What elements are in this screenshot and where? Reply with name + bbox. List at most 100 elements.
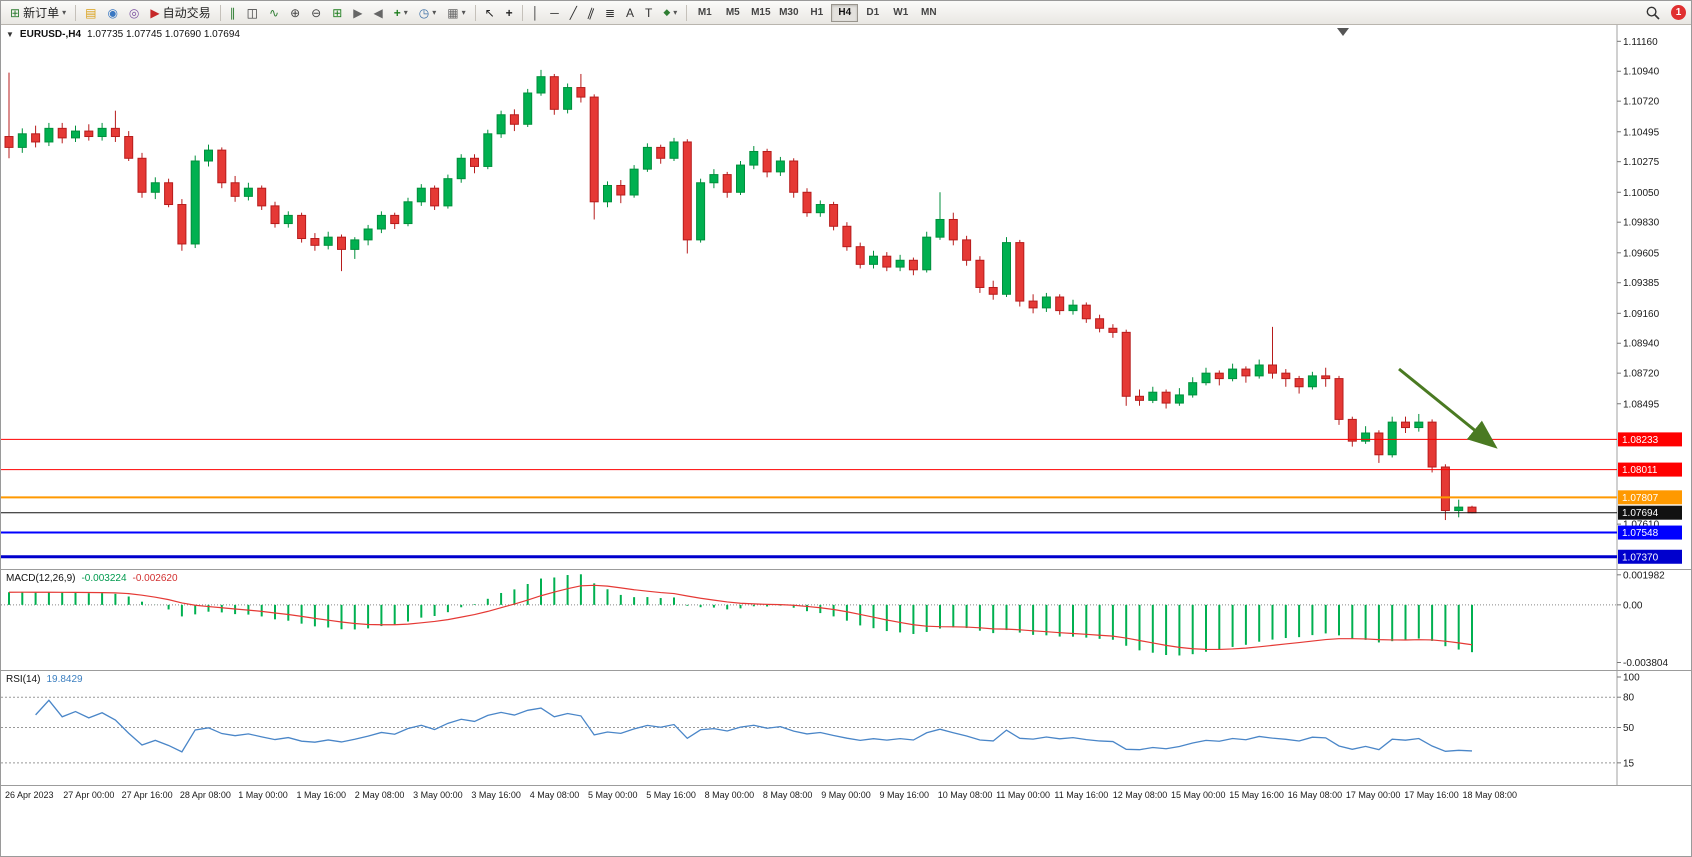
chevron-down-icon: ▾ [673, 8, 678, 17]
add-indicator-button[interactable]: + ▾ [389, 3, 413, 23]
chart-shift-marker[interactable] [1337, 28, 1349, 36]
indicator-plus-icon: + [393, 5, 401, 20]
svg-text:1.09160: 1.09160 [1623, 309, 1660, 320]
tile-windows-button[interactable]: ⊞ [327, 3, 347, 23]
svg-text:100: 100 [1623, 673, 1640, 684]
main-chart[interactable]: 1.11160 1.10940 1.10720 1.10495 1.10275 1.100… [1, 25, 1692, 569]
tab-timeframe-m1[interactable]: M1 [691, 4, 718, 22]
svg-text:1.09830: 1.09830 [1623, 218, 1660, 229]
time-label: 5 May 00:00 [588, 790, 638, 800]
svg-text:1.08495: 1.08495 [1623, 399, 1660, 410]
tab-timeframe-m5[interactable]: M5 [719, 4, 746, 22]
time-label: 1 May 00:00 [238, 790, 288, 800]
cursor-button[interactable]: ↖ [480, 3, 500, 23]
time-label: 3 May 00:00 [413, 790, 463, 800]
search-button[interactable] [1642, 3, 1664, 23]
main-chart-pane[interactable]: ▼ EURUSD-,H4 1.07735 1.07745 1.07690 1.0… [1, 25, 1692, 570]
toolbar-separator [474, 4, 476, 21]
new-chart-button[interactable]: ▤ [80, 3, 101, 23]
time-axis[interactable]: 26 Apr 2023 27 Apr 00:00 27 Apr 16:00 28 Ap… [1, 787, 1691, 807]
chevron-down-icon: ▾ [62, 8, 67, 17]
clock-icon: ◷ [418, 5, 430, 20]
crosshair-button[interactable]: + [501, 3, 518, 23]
periods-button[interactable]: ◷ ▾ [414, 3, 442, 23]
svg-text:1.10940: 1.10940 [1623, 67, 1660, 78]
time-label: 26 Apr 2023 [5, 790, 54, 800]
text-label-button[interactable]: T [640, 3, 657, 23]
svg-text:1.10495: 1.10495 [1623, 127, 1660, 138]
chart-shift-button[interactable]: ◀ [368, 3, 387, 23]
crosshair-icon: + [505, 5, 513, 20]
trendline-icon: ╱ [569, 5, 577, 20]
svg-text:-0.003804: -0.003804 [1623, 658, 1668, 669]
svg-text:1.07694: 1.07694 [1622, 508, 1659, 519]
time-label: 1 May 16:00 [296, 790, 347, 800]
channel-button[interactable]: ∥ [583, 3, 599, 23]
rsi-chart[interactable]: 100 80 50 15 [1, 671, 1692, 785]
time-label: 8 May 00:00 [704, 790, 755, 800]
svg-text:50: 50 [1623, 723, 1635, 734]
fibonacci-button[interactable]: ≣ [600, 3, 620, 23]
svg-text:1.09385: 1.09385 [1623, 278, 1660, 289]
svg-text:80: 80 [1623, 693, 1635, 704]
tab-timeframe-m15[interactable]: M15 [747, 4, 774, 22]
time-label: 27 Apr 00:00 [63, 790, 115, 800]
new-chart-icon: ▤ [85, 5, 97, 20]
shapes-button[interactable]: ◆ ▾ [658, 3, 682, 23]
autotrading-button[interactable]: ▶ 自动交易 [145, 3, 215, 23]
terminal-button[interactable]: ◎ [124, 3, 144, 23]
svg-text:1.07370: 1.07370 [1622, 552, 1659, 563]
tile-windows-icon: ⊞ [332, 5, 343, 20]
horizontal-line-icon: ─ [550, 5, 559, 20]
template-grid-icon: ▦ [447, 5, 459, 20]
svg-text:1.07610: 1.07610 [1623, 520, 1660, 531]
new-order-button[interactable]: ⊞ 新订单 ▾ [5, 3, 71, 23]
time-label: 9 May 00:00 [821, 790, 871, 800]
autoscroll-button[interactable]: ▶ [348, 3, 367, 23]
tab-timeframe-h1[interactable]: H1 [803, 4, 830, 22]
time-label: 17 May 00:00 [1345, 790, 1401, 800]
svg-text:1.11160: 1.11160 [1623, 37, 1658, 48]
trendline-button[interactable]: ╱ [565, 3, 582, 23]
macd-histogram [8, 574, 1473, 656]
time-label: 8 May 08:00 [762, 790, 813, 800]
price-level-label [1618, 462, 1682, 477]
tab-timeframe-m30[interactable]: M30 [775, 4, 802, 22]
time-label: 4 May 08:00 [529, 790, 580, 800]
horizontal-line-button[interactable]: ─ [545, 3, 564, 23]
tab-timeframe-d1[interactable]: D1 [859, 4, 886, 22]
trend-arrow[interactable] [1398, 367, 1498, 449]
text-tool-button[interactable]: A [621, 3, 639, 23]
time-label: 18 May 08:00 [1462, 790, 1518, 800]
one-click-trading-toggle[interactable]: ▼ [6, 30, 14, 39]
time-label: 2 May 08:00 [354, 790, 405, 800]
macd-pane[interactable]: MACD(12,26,9) -0.003224 -0.002620 0.0019… [1, 570, 1692, 671]
rsi-pane[interactable]: RSI(14) 19.8429 100 80 50 15 [1, 671, 1692, 786]
chart-shift-icon: ◀ [373, 5, 383, 20]
cursor-icon: ↖ [484, 5, 495, 20]
templates-button[interactable]: ▦ ▾ [442, 3, 470, 23]
time-label: 11 May 16:00 [1054, 790, 1109, 800]
line-chart-button[interactable]: ∿ [264, 3, 284, 23]
tab-timeframe-w1[interactable]: W1 [887, 4, 914, 22]
bar-chart-button[interactable]: ∥ [225, 3, 241, 23]
candles-layer [4, 69, 1477, 521]
macd-chart[interactable]: 0.001982 0.00 -0.003804 [1, 570, 1692, 670]
notification-badge[interactable]: 1 [1671, 5, 1686, 20]
vertical-line-button[interactable]: │ [527, 3, 545, 23]
zoom-in-icon: ⊕ [290, 5, 301, 20]
toolbar-separator [686, 4, 688, 21]
rsi-line [35, 699, 1473, 753]
candlestick-icon: ◫ [246, 5, 258, 20]
time-label: 15 May 00:00 [1171, 790, 1226, 800]
time-label: 16 May 08:00 [1287, 790, 1343, 800]
profiles-button[interactable]: ◉ [102, 3, 122, 23]
tab-timeframe-mn[interactable]: MN [915, 4, 942, 22]
zoom-in-button[interactable]: ⊕ [285, 3, 305, 23]
candlestick-chart-button[interactable]: ◫ [242, 3, 263, 23]
tab-timeframe-h4[interactable]: H4 [831, 3, 859, 22]
macd-signal-line [8, 584, 1473, 651]
price-level-label [1618, 549, 1682, 564]
zoom-out-button[interactable]: ⊖ [306, 3, 326, 23]
time-label: 3 May 16:00 [471, 790, 521, 800]
